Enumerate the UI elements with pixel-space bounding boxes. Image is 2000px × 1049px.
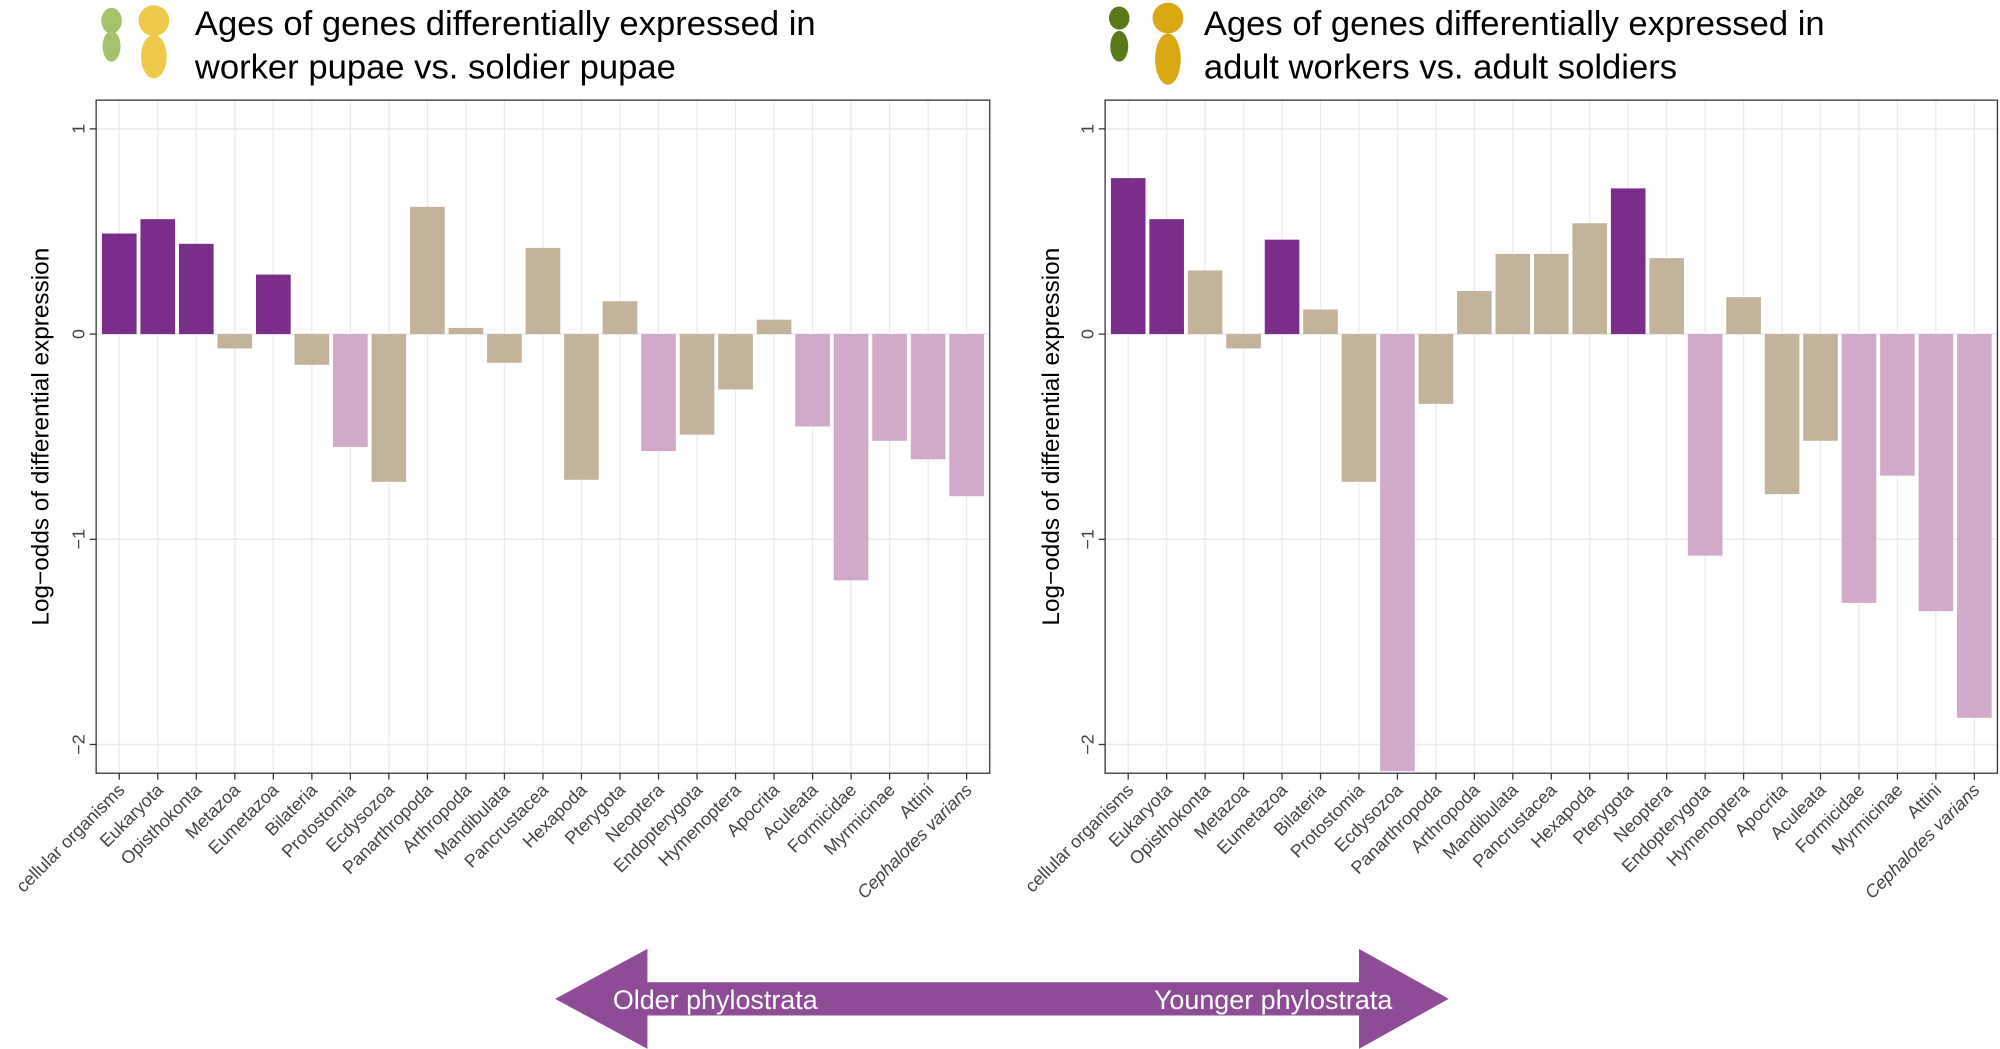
bar <box>448 327 484 335</box>
chart-title: Ages of genes differentially expressed i… <box>1204 5 1825 43</box>
bar <box>1803 334 1838 441</box>
bar <box>1610 188 1646 335</box>
plot-border <box>1104 99 1999 774</box>
bar <box>833 334 869 581</box>
bar <box>525 247 561 335</box>
bar <box>949 334 984 497</box>
bar <box>910 334 946 460</box>
y-axis-label: Log−odds of differential expression <box>28 248 55 626</box>
bar <box>1726 297 1761 335</box>
y-axis-label: Log−odds of differential expression <box>1038 248 1065 626</box>
y-tick-label: 1 <box>1077 124 1097 134</box>
bar <box>410 206 445 335</box>
bar <box>1110 178 1146 335</box>
bar <box>1341 334 1377 482</box>
y-tick-label: −2 <box>1077 734 1097 754</box>
icon-adult-soldier <box>1152 2 1184 85</box>
bar <box>1457 290 1492 335</box>
plot-border <box>95 99 991 774</box>
arrow-left-label: Older phylostrata <box>613 985 818 1015</box>
bar <box>718 334 753 390</box>
bar <box>178 243 214 335</box>
y-tick-label: 0 <box>68 329 88 339</box>
bar <box>1533 254 1569 335</box>
y-tick-label: 0 <box>1077 329 1097 339</box>
bar <box>1226 334 1261 349</box>
bar <box>872 334 907 441</box>
chart-title: adult workers vs. adult soldiers <box>1204 48 1677 86</box>
bar <box>602 301 638 335</box>
bar <box>795 334 830 427</box>
bar <box>1841 334 1877 603</box>
icon-worker-pupa <box>101 7 122 62</box>
chart-title: Ages of genes differentially expressed i… <box>195 5 816 43</box>
bar <box>1957 334 1992 718</box>
bar <box>1687 334 1723 556</box>
bar <box>1880 334 1915 476</box>
chart-title: worker pupae vs. soldier pupae <box>194 48 676 86</box>
bar <box>255 274 291 335</box>
bar <box>1918 334 1954 612</box>
bar <box>564 334 599 480</box>
bar <box>756 319 792 335</box>
y-tick-label: −1 <box>1077 529 1097 549</box>
bar <box>101 233 137 335</box>
bar <box>1418 334 1454 404</box>
bar <box>1649 258 1684 335</box>
arrow-right-label: Younger phylostrata <box>1154 985 1392 1015</box>
phylostrata-arrow <box>555 948 1449 1049</box>
bar <box>487 334 522 363</box>
bar <box>1264 239 1300 335</box>
y-tick-label: 1 <box>68 124 88 134</box>
bar <box>140 219 176 335</box>
bar <box>294 334 330 365</box>
bar <box>679 334 715 435</box>
y-tick-label: −1 <box>68 529 88 549</box>
bar <box>1495 254 1531 335</box>
bar <box>1187 270 1223 335</box>
bar <box>1380 334 1415 772</box>
icon-adult-worker <box>1108 6 1130 62</box>
bar <box>1572 223 1608 335</box>
bar <box>1149 219 1184 335</box>
bar <box>641 334 676 452</box>
bar <box>217 334 253 349</box>
bar <box>1303 309 1338 335</box>
bar <box>371 334 407 482</box>
icon-soldier-pupa <box>138 5 170 79</box>
bar <box>333 334 368 447</box>
bar <box>1764 334 1800 495</box>
y-tick-label: −2 <box>68 734 88 754</box>
